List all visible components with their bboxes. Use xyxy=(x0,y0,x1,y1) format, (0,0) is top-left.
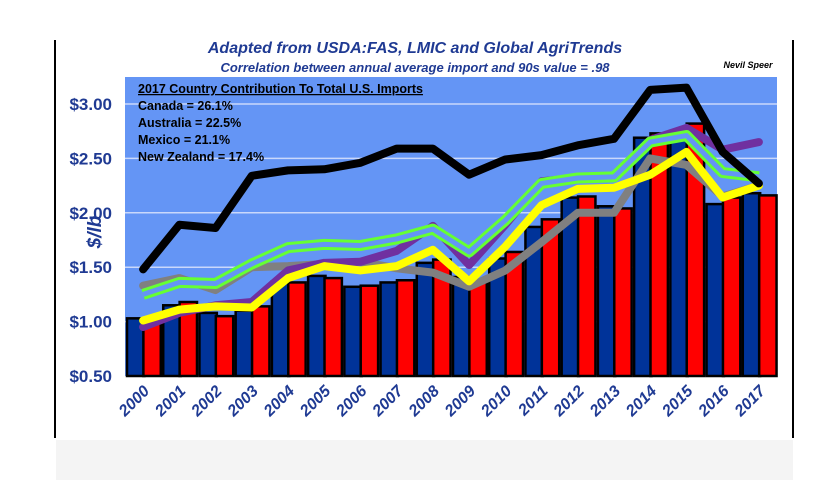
bar-2006 xyxy=(343,285,363,378)
bar-2007 xyxy=(395,279,416,378)
bar-2017 xyxy=(757,194,778,378)
bottom-band xyxy=(56,440,793,480)
y-tick-label: $3.00 xyxy=(69,95,112,114)
bar-2005 xyxy=(306,274,327,378)
y-tick-label: $0.50 xyxy=(69,367,112,386)
bar-2009 xyxy=(468,279,489,378)
series-line xyxy=(139,147,763,325)
bar-2005 xyxy=(323,276,344,378)
bar-2015 xyxy=(669,133,689,378)
bar-2001 xyxy=(178,300,199,378)
chart-title: Adapted from USDA:FAS, LMIC and Global A… xyxy=(207,40,622,57)
bar-2015 xyxy=(685,122,706,378)
annotation-box: 2017 Country Contribution To Total U.S. … xyxy=(138,82,423,164)
bar-2011 xyxy=(540,218,561,378)
bar-2017 xyxy=(741,191,762,378)
bar-2007 xyxy=(379,281,400,378)
annotation-line: New Zealand = 17.4% xyxy=(138,150,264,164)
bar-2004 xyxy=(270,280,291,378)
bar-2000 xyxy=(142,322,163,378)
chart-subtitle: Correlation between annual average impor… xyxy=(220,60,610,75)
bar-2002 xyxy=(214,314,235,378)
y-tick-label: $1.00 xyxy=(69,313,112,332)
bar-2013 xyxy=(613,207,633,378)
series-line xyxy=(139,83,763,274)
annotation-heading: 2017 Country Contribution To Total U.S. … xyxy=(138,82,423,96)
series-line-inner xyxy=(142,133,760,297)
bar-2006 xyxy=(359,284,380,378)
y-tick-label: $2.00 xyxy=(69,204,112,223)
annotation-line: Mexico = 21.1% xyxy=(138,133,230,147)
y-axis-label: $/lb xyxy=(85,215,106,249)
bar-2002 xyxy=(198,311,219,378)
bar-2009 xyxy=(451,275,472,378)
annotation-line: Canada = 26.1% xyxy=(138,99,233,113)
annotation-line: Australia = 22.5% xyxy=(138,116,241,130)
bar-2008 xyxy=(415,261,436,378)
y-tick-label: $1.50 xyxy=(69,258,112,277)
author-credit: Nevil Speer xyxy=(723,60,773,70)
y-tick-label: $2.50 xyxy=(69,149,112,168)
bar-2003 xyxy=(234,309,255,378)
bar-2016 xyxy=(705,202,726,378)
bar-2003 xyxy=(250,305,271,378)
bar-2004 xyxy=(287,281,307,378)
bar-2012 xyxy=(576,195,597,378)
bar-2013 xyxy=(596,205,617,378)
bar-2016 xyxy=(721,196,742,378)
bar-2010 xyxy=(504,250,525,378)
